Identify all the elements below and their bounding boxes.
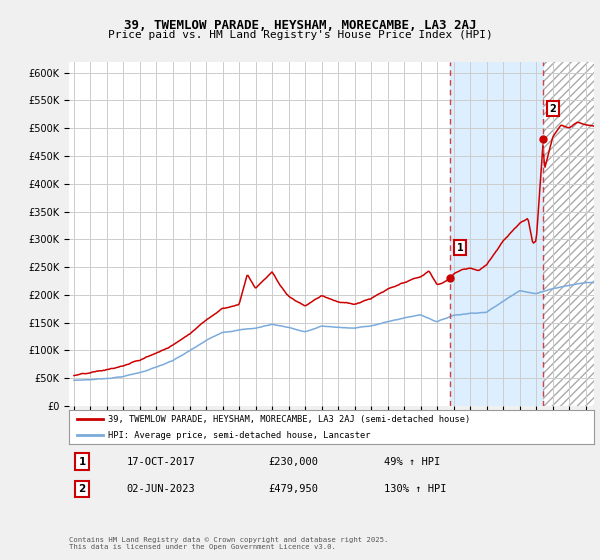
Text: Contains HM Land Registry data © Crown copyright and database right 2025.
This d: Contains HM Land Registry data © Crown c… xyxy=(69,536,388,550)
Text: 02-JUN-2023: 02-JUN-2023 xyxy=(127,484,196,494)
Text: 39, TWEMLOW PARADE, HEYSHAM, MORECAMBE, LA3 2AJ (semi-detached house): 39, TWEMLOW PARADE, HEYSHAM, MORECAMBE, … xyxy=(109,415,470,424)
Text: 17-OCT-2017: 17-OCT-2017 xyxy=(127,456,196,466)
Text: HPI: Average price, semi-detached house, Lancaster: HPI: Average price, semi-detached house,… xyxy=(109,431,371,440)
Text: 2: 2 xyxy=(550,104,556,114)
Text: 1: 1 xyxy=(457,242,463,253)
Text: 39, TWEMLOW PARADE, HEYSHAM, MORECAMBE, LA3 2AJ: 39, TWEMLOW PARADE, HEYSHAM, MORECAMBE, … xyxy=(124,18,476,32)
Text: 130% ↑ HPI: 130% ↑ HPI xyxy=(384,484,446,494)
Bar xyxy=(543,62,594,406)
Bar xyxy=(450,62,543,406)
Text: £479,950: £479,950 xyxy=(269,484,319,494)
Text: 1: 1 xyxy=(79,456,86,466)
Text: 49% ↑ HPI: 49% ↑ HPI xyxy=(384,456,440,466)
Text: 2: 2 xyxy=(79,484,86,494)
Text: £230,000: £230,000 xyxy=(269,456,319,466)
Text: Price paid vs. HM Land Registry's House Price Index (HPI): Price paid vs. HM Land Registry's House … xyxy=(107,30,493,40)
